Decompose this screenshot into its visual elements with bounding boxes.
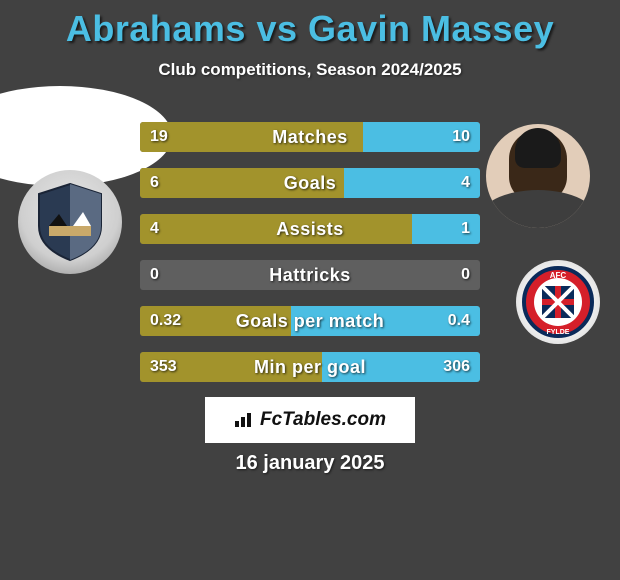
comparison-subtitle: Club competitions, Season 2024/2025 (0, 60, 620, 80)
brand-box: FcTables.com (205, 397, 415, 443)
stat-label: Hattricks (140, 260, 480, 290)
comparison-date: 16 january 2025 (0, 452, 620, 475)
stat-label: Matches (140, 122, 480, 152)
comparison-title: Abrahams vs Gavin Massey (0, 0, 620, 50)
player-right-avatar (486, 124, 590, 228)
svg-text:FYLDE: FYLDE (547, 329, 570, 336)
stat-row: 353306Min per goal (140, 352, 480, 382)
shield-icon (35, 182, 105, 262)
stat-label: Goals (140, 168, 480, 198)
stat-label: Min per goal (140, 352, 480, 382)
stat-row: 00Hattricks (140, 260, 480, 290)
comparison-bars: 1910Matches 64Goals 41Assists 00Hattricks 0.… (140, 122, 480, 398)
stat-row: 1910Matches (140, 122, 480, 152)
stat-row: 0.320.4Goals per match (140, 306, 480, 336)
badge-icon: AFC FYLDE (522, 266, 594, 338)
stat-row: 64Goals (140, 168, 480, 198)
brand-text: FcTables.com (260, 409, 386, 431)
team-right-crest: AFC FYLDE (516, 260, 600, 344)
stat-label: Goals per match (140, 306, 480, 336)
stat-row: 41Assists (140, 214, 480, 244)
stat-label: Assists (140, 214, 480, 244)
fctables-logo: FcTables.com (234, 409, 386, 431)
bars-icon (234, 412, 256, 428)
team-left-crest (18, 170, 122, 274)
svg-text:AFC: AFC (550, 271, 567, 280)
